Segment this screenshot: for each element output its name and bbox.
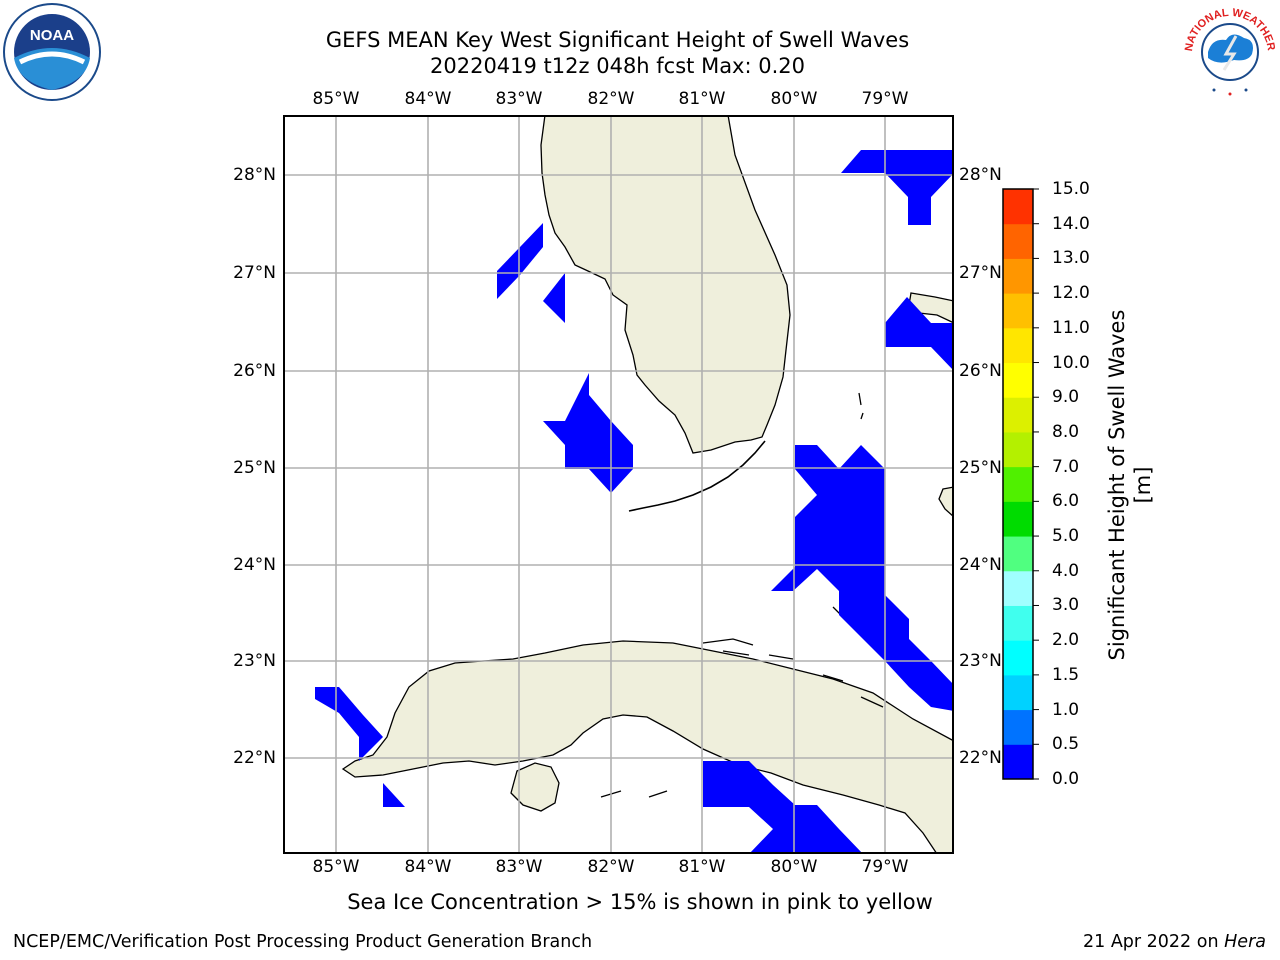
graticule bbox=[283, 115, 954, 854]
footer-credit: NCEP/EMC/Verification Post Processing Pr… bbox=[13, 932, 593, 952]
colorbar-tick-label: 9.0 bbox=[1052, 387, 1080, 408]
lat-label-left: 23°N bbox=[233, 651, 276, 671]
lon-label-top: 83°W bbox=[495, 89, 543, 109]
colorbar-tick-label: 13.0 bbox=[1052, 248, 1090, 269]
isla-juventud bbox=[510, 762, 560, 812]
florida-land bbox=[540, 115, 791, 454]
lon-label-top: 79°W bbox=[861, 89, 909, 109]
colorbar-tick-label: 0.0 bbox=[1052, 769, 1080, 789]
colorbar-tick-label: 12.0 bbox=[1052, 283, 1090, 304]
colorbar-segment bbox=[1003, 189, 1033, 225]
footer-machine: Hera bbox=[1224, 932, 1266, 952]
colorbar-tick-label: 5.0 bbox=[1052, 526, 1080, 547]
sea-ice-note-text: Sea Ice Concentration > 15% is shown in … bbox=[347, 890, 933, 914]
colorbar-tick-label: 1.0 bbox=[1052, 699, 1080, 720]
lat-label-left: 26°N bbox=[233, 361, 276, 381]
lat-label-left: 25°N bbox=[233, 458, 276, 478]
lon-label-bottom: 85°W bbox=[312, 857, 360, 877]
colorbar-tick-label: 11.0 bbox=[1052, 317, 1090, 338]
colorbar-tick-label: 10.0 bbox=[1052, 352, 1090, 373]
lat-label-left: 27°N bbox=[233, 263, 276, 283]
colorbar-segment bbox=[1003, 327, 1033, 364]
colorbar-segment bbox=[1003, 293, 1033, 329]
colorbar-segment bbox=[1003, 501, 1033, 537]
sea-ice-note: Sea Ice Concentration > 15% is shown in … bbox=[0, 890, 1280, 914]
colorbar-tick-label: 1.5 bbox=[1052, 664, 1080, 685]
swell-patch bbox=[315, 687, 383, 761]
lat-label-right: 22°N bbox=[959, 748, 1002, 768]
swell-patch bbox=[383, 783, 405, 807]
colorbar-segment bbox=[1003, 223, 1033, 259]
lat-label-right: 28°N bbox=[959, 165, 1002, 185]
colorbar-segment bbox=[1003, 744, 1033, 780]
noaa-logo-text: NOAA bbox=[30, 27, 74, 44]
lat-label-right: 26°N bbox=[959, 361, 1002, 381]
colorbar-tick-label: 7.0 bbox=[1052, 456, 1080, 477]
chart-subtitle: 20220419 t12z 048h fcst Max: 0.20 bbox=[430, 54, 805, 78]
lon-label-bottom: 82°W bbox=[587, 857, 635, 877]
colorbar-segment bbox=[1003, 362, 1033, 398]
lon-label-top: 82°W bbox=[587, 89, 635, 109]
colorbar-segment bbox=[1003, 258, 1033, 294]
colorbar-tick-label: 2.0 bbox=[1052, 630, 1080, 651]
lon-label-bottom: 81°W bbox=[678, 857, 726, 877]
colorbar-segment bbox=[1003, 709, 1033, 745]
colorbar-segment bbox=[1003, 674, 1033, 711]
lat-label-left: 28°N bbox=[233, 165, 276, 185]
noaa-logo: NOAA bbox=[3, 3, 101, 101]
swell-patch bbox=[885, 297, 954, 371]
lon-label-bottom: 79°W bbox=[861, 857, 909, 877]
colorbar-segment bbox=[1003, 431, 1033, 468]
colorbar-tick-label: 6.0 bbox=[1052, 491, 1080, 512]
map-panel bbox=[283, 115, 954, 854]
colorbar bbox=[1002, 188, 1039, 780]
lat-label-left: 22°N bbox=[233, 748, 276, 768]
lon-label-top: 80°W bbox=[770, 89, 818, 109]
colorbar-segment bbox=[1003, 536, 1033, 572]
colorbar-segment bbox=[1003, 640, 1033, 676]
colorbar-tick-label: 15.0 bbox=[1052, 179, 1090, 199]
colorbar-frame bbox=[1002, 188, 1034, 780]
chart-title: GEFS MEAN Key West Significant Height of… bbox=[325, 28, 910, 52]
nws-logo: NATIONAL WEATHER SERVICE bbox=[1178, 0, 1277, 98]
colorbar-tick-label: 4.0 bbox=[1052, 560, 1080, 581]
lon-label-bottom: 80°W bbox=[770, 857, 818, 877]
footer-date-text: 21 Apr 2022 on bbox=[1082, 932, 1219, 952]
swell-patch bbox=[497, 223, 543, 299]
lon-label-top: 84°W bbox=[404, 89, 452, 109]
lon-label-top: 85°W bbox=[312, 89, 360, 109]
lat-label-right: 25°N bbox=[959, 458, 1002, 478]
lat-label-right: 23°N bbox=[959, 651, 1002, 671]
lon-label-top: 81°W bbox=[678, 89, 726, 109]
colorbar-segment bbox=[1003, 466, 1033, 502]
footer-date: 21 Apr 2022 on Hera bbox=[1083, 932, 1266, 952]
colorbar-tick-label: 14.0 bbox=[1052, 213, 1090, 234]
lat-label-left: 24°N bbox=[233, 555, 276, 575]
lat-label-right: 27°N bbox=[959, 263, 1002, 283]
colorbar-tick-label: 3.0 bbox=[1052, 595, 1080, 616]
swell-patch bbox=[703, 761, 863, 854]
colorbar-title: Significant Height of Swell Waves [m] bbox=[1105, 309, 1155, 661]
swell-patch bbox=[543, 273, 565, 323]
lon-label-bottom: 83°W bbox=[495, 857, 543, 877]
colorbar-tick-label: 0.5 bbox=[1052, 734, 1080, 755]
lat-label-right: 24°N bbox=[959, 555, 1002, 575]
lon-label-bottom: 84°W bbox=[404, 857, 452, 877]
swell-patch bbox=[771, 445, 954, 711]
colorbar-segment bbox=[1003, 605, 1033, 641]
colorbar-tick-label: 8.0 bbox=[1052, 421, 1080, 442]
colorbar-segment bbox=[1003, 570, 1033, 606]
swell-patch bbox=[841, 150, 954, 225]
colorbar-segment bbox=[1003, 397, 1033, 433]
